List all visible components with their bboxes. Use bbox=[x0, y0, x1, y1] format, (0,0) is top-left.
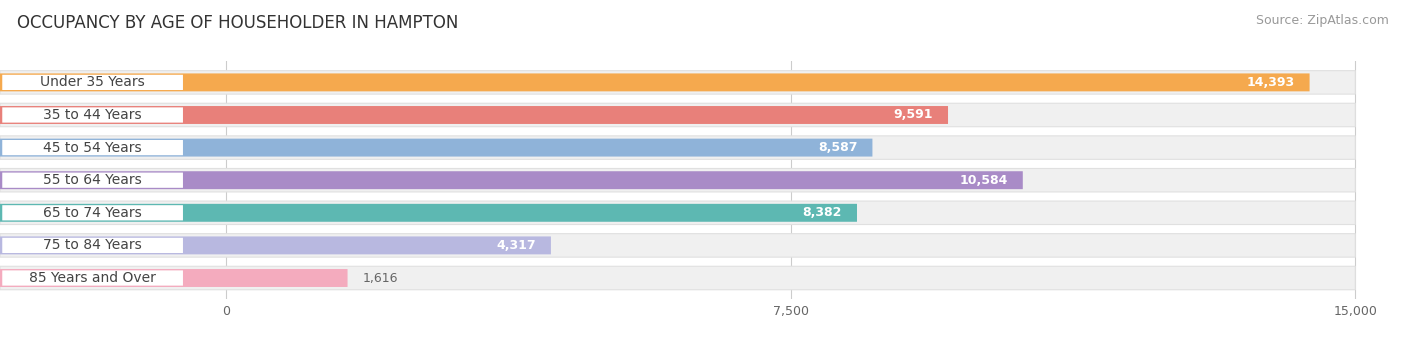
FancyBboxPatch shape bbox=[0, 236, 551, 254]
FancyBboxPatch shape bbox=[0, 136, 1355, 159]
FancyBboxPatch shape bbox=[0, 204, 858, 222]
FancyBboxPatch shape bbox=[0, 266, 1355, 290]
Text: 4,317: 4,317 bbox=[496, 239, 536, 252]
FancyBboxPatch shape bbox=[3, 107, 183, 123]
FancyBboxPatch shape bbox=[0, 103, 1355, 127]
Text: 10,584: 10,584 bbox=[959, 174, 1008, 187]
FancyBboxPatch shape bbox=[3, 140, 183, 155]
Text: 65 to 74 Years: 65 to 74 Years bbox=[44, 206, 142, 220]
Text: 75 to 84 Years: 75 to 84 Years bbox=[44, 238, 142, 252]
FancyBboxPatch shape bbox=[0, 168, 1355, 192]
Text: OCCUPANCY BY AGE OF HOUSEHOLDER IN HAMPTON: OCCUPANCY BY AGE OF HOUSEHOLDER IN HAMPT… bbox=[17, 14, 458, 32]
Text: 8,382: 8,382 bbox=[803, 206, 842, 219]
Text: 8,587: 8,587 bbox=[818, 141, 858, 154]
FancyBboxPatch shape bbox=[0, 139, 873, 156]
Text: 85 Years and Over: 85 Years and Over bbox=[30, 271, 156, 285]
FancyBboxPatch shape bbox=[3, 205, 183, 220]
Text: Under 35 Years: Under 35 Years bbox=[41, 75, 145, 89]
FancyBboxPatch shape bbox=[0, 234, 1355, 257]
Text: Source: ZipAtlas.com: Source: ZipAtlas.com bbox=[1256, 14, 1389, 27]
FancyBboxPatch shape bbox=[0, 71, 1355, 94]
FancyBboxPatch shape bbox=[0, 171, 1022, 189]
Text: 14,393: 14,393 bbox=[1246, 76, 1295, 89]
FancyBboxPatch shape bbox=[3, 75, 183, 90]
Text: 9,591: 9,591 bbox=[893, 108, 934, 121]
Text: 45 to 54 Years: 45 to 54 Years bbox=[44, 141, 142, 155]
FancyBboxPatch shape bbox=[0, 73, 1309, 91]
Text: 35 to 44 Years: 35 to 44 Years bbox=[44, 108, 142, 122]
FancyBboxPatch shape bbox=[0, 106, 948, 124]
FancyBboxPatch shape bbox=[0, 269, 347, 287]
Text: 55 to 64 Years: 55 to 64 Years bbox=[44, 173, 142, 187]
FancyBboxPatch shape bbox=[3, 238, 183, 253]
Text: 1,616: 1,616 bbox=[363, 272, 398, 285]
FancyBboxPatch shape bbox=[3, 173, 183, 188]
FancyBboxPatch shape bbox=[3, 270, 183, 286]
FancyBboxPatch shape bbox=[0, 201, 1355, 224]
